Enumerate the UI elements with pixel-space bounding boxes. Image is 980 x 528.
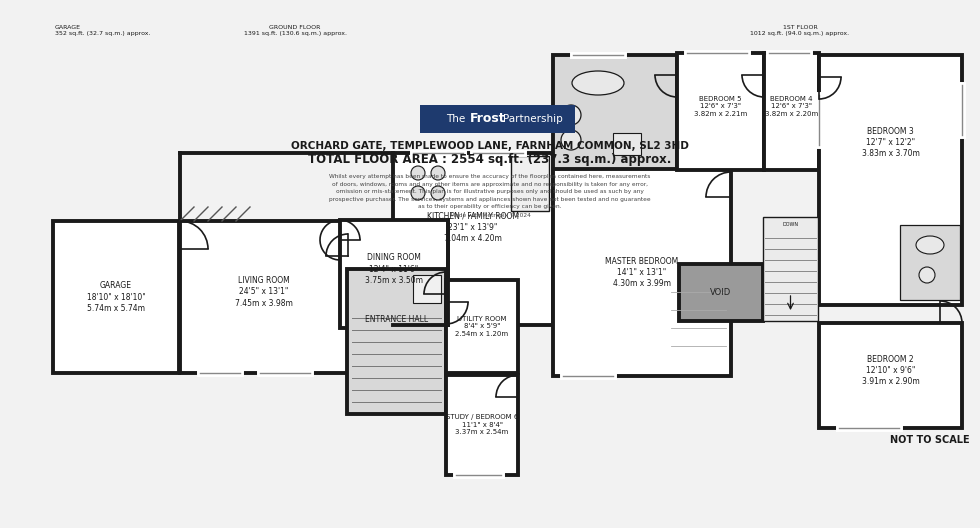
Text: KITCHEN / FAMILY ROOM
23'1" x 13'9"
7.04m x 4.20m: KITCHEN / FAMILY ROOM 23'1" x 13'9" 7.04… [427,211,519,242]
Bar [679,264,763,321]
Bar [420,105,575,133]
Text: The: The [446,114,465,124]
Text: Whilst every attempt has been made to ensure the accuracy of the floorplan conta: Whilst every attempt has been made to en… [329,174,651,218]
Circle shape [561,105,581,125]
Bar [553,55,677,170]
Circle shape [431,166,445,180]
Text: GARAGE
18'10" x 18'10"
5.74m x 5.74m: GARAGE 18'10" x 18'10" 5.74m x 5.74m [86,281,145,313]
Bar [446,375,518,475]
Bar [764,53,819,170]
Text: 1ST FLOOR
1012 sq.ft. (94.0 sq.m.) approx.: 1ST FLOOR 1012 sq.ft. (94.0 sq.m.) appro… [751,25,850,36]
Bar [413,275,441,303]
Text: Partnership: Partnership [503,114,563,124]
Bar [446,280,518,373]
Bar [347,269,446,414]
Text: BEDROOM 3
12'7" x 12'2"
3.83m x 3.70m: BEDROOM 3 12'7" x 12'2" 3.83m x 3.70m [861,127,919,158]
Bar [763,217,818,321]
Bar [340,220,448,328]
Bar [819,55,962,305]
Circle shape [411,186,425,200]
Bar [553,169,731,376]
Text: STUDY / BEDROOM 6
11'1" x 8'4"
3.37m x 2.54m: STUDY / BEDROOM 6 11'1" x 8'4" 3.37m x 2… [446,414,518,436]
Text: ORCHARD GATE, TEMPLEWOOD LANE, FARNHAM COMMON, SL2 3HD: ORCHARD GATE, TEMPLEWOOD LANE, FARNHAM C… [291,141,689,151]
Circle shape [411,166,425,180]
Text: UTILITY ROOM
8'4" x 5'9"
2.54m x 1.20m: UTILITY ROOM 8'4" x 5'9" 2.54m x 1.20m [456,316,509,337]
Bar [900,225,960,300]
Text: TOTAL FLOOR AREA : 2554 sq.ft. (237.3 sq.m.) approx.: TOTAL FLOOR AREA : 2554 sq.ft. (237.3 sq… [309,154,671,166]
Ellipse shape [916,236,944,254]
Text: GROUND FLOOR
1391 sq.ft. (130.6 sq.m.) approx.: GROUND FLOOR 1391 sq.ft. (130.6 sq.m.) a… [243,25,347,36]
Bar [511,156,549,211]
Circle shape [431,186,445,200]
Text: BEDROOM 4
12'6" x 7'3"
3.82m x 2.20m: BEDROOM 4 12'6" x 7'3" 3.82m x 2.20m [764,96,818,117]
Bar [613,133,641,155]
Bar [393,153,553,325]
Text: VOID: VOID [710,288,732,297]
Text: LIVING ROOM
24'5" x 13'1"
7.45m x 3.98m: LIVING ROOM 24'5" x 13'1" 7.45m x 3.98m [235,276,293,308]
Circle shape [561,130,581,150]
Ellipse shape [572,71,624,95]
Text: GARAGE
352 sq.ft. (32.7 sq.m.) approx.: GARAGE 352 sq.ft. (32.7 sq.m.) approx. [55,25,151,36]
Text: MASTER BEDROOM
14'1" x 13'1"
4.30m x 3.99m: MASTER BEDROOM 14'1" x 13'1" 4.30m x 3.9… [606,257,678,288]
Text: DINING ROOM
12'4" x 11'6"
3.75m x 3.50m: DINING ROOM 12'4" x 11'6" 3.75m x 3.50m [365,253,423,285]
Text: NOT TO SCALE: NOT TO SCALE [890,435,970,445]
Circle shape [919,267,935,283]
Text: ENTRANCE HALL: ENTRANCE HALL [365,315,428,324]
Text: DOWN: DOWN [782,222,799,228]
Text: BEDROOM 2
12'10" x 9'6"
3.91m x 2.90m: BEDROOM 2 12'10" x 9'6" 3.91m x 2.90m [861,355,919,386]
Bar [819,323,962,428]
Bar [53,221,179,373]
Bar [180,221,348,373]
Text: Frost: Frost [470,112,506,126]
Text: BEDROOM 5
12'6" x 7'3"
3.82m x 2.21m: BEDROOM 5 12'6" x 7'3" 3.82m x 2.21m [694,96,747,117]
Bar [677,53,764,170]
